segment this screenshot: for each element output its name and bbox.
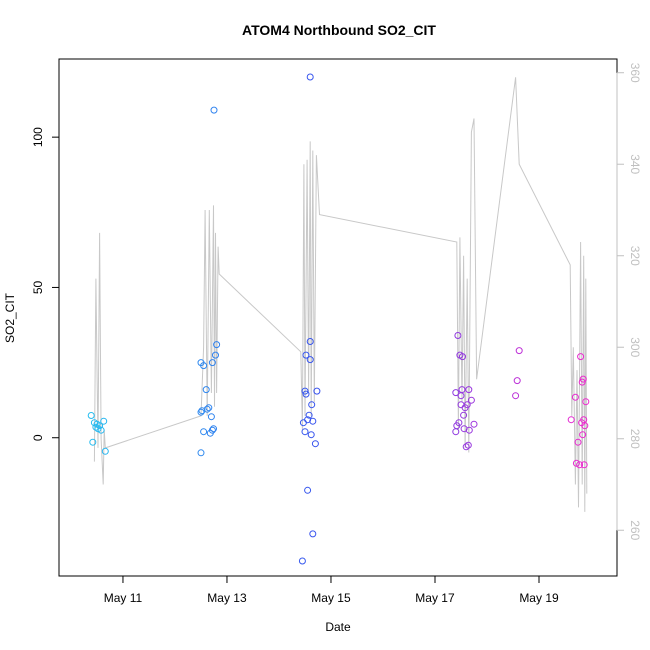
data-point [454,332,462,339]
data-point [574,438,582,446]
y2-tick-label: 260 [628,520,642,540]
data-point [311,440,319,448]
chart-title: ATOM4 Northbound SO2_CIT [242,22,436,38]
data-point [452,389,460,397]
y-tick-label: 0 [31,434,45,441]
data-point [197,449,205,457]
data-point [459,353,466,361]
data-point [302,351,310,359]
data-point [458,386,466,394]
data-point [580,461,588,469]
data-point [299,419,307,427]
data-point [309,530,317,538]
data-point [513,377,521,385]
data-point [515,347,523,355]
data-point [467,396,475,404]
data-point [197,408,205,416]
data-point [101,447,109,455]
data-point [200,362,208,370]
data-point [512,392,520,400]
data-point [208,359,216,367]
x-tick-label: May 11 [104,591,143,605]
data-point [210,425,217,433]
data-point [463,401,471,409]
data-point [305,411,313,419]
data-point [465,386,473,394]
data-point [100,417,108,425]
data-point [306,338,314,345]
data-point [208,426,216,434]
y2-tick-label: 340 [628,154,642,174]
data-point [210,106,218,114]
data-point [576,461,584,469]
x-tick-label: May 19 [519,591,559,605]
y2-tick-label: 300 [628,337,642,357]
data-point [579,375,587,383]
data-point [306,73,314,81]
data-point [92,423,100,431]
data-point [301,387,309,395]
data-point [470,420,478,428]
data-point [301,428,309,436]
y-axis-left: 0 50 100 [31,127,60,441]
data-point [578,378,586,386]
data-point [203,405,211,413]
data-point [308,401,316,409]
y-axis-label: SO2_CIT [3,292,17,343]
secondary-series-line [93,77,588,512]
data-point [465,426,473,434]
y-tick-label: 50 [31,280,45,294]
x-tick-label: May 13 [207,591,247,605]
data-point [200,428,208,436]
data-point [452,428,460,436]
x-tick-label: May 17 [415,591,455,605]
data-point [213,341,221,349]
data-point [89,438,97,446]
data-point [581,422,589,430]
data-point [309,417,317,425]
y2-tick-label: 320 [628,246,642,266]
data-point [577,353,585,361]
data-point [567,416,575,424]
plot-frame [58,58,618,577]
data-point [205,404,213,412]
data-point [582,398,590,406]
data-point [96,422,104,430]
data-point [212,351,219,359]
data-point [571,393,579,401]
data-point [304,486,312,494]
y2-tick-label: 360 [628,63,642,83]
y-axis-right: 260 280 300 320 340 360 [616,63,642,541]
data-point [455,419,463,427]
y-tick-label: 100 [31,127,45,147]
data-point [462,443,470,451]
data-point [464,441,472,449]
data-point [202,386,210,394]
data-point [302,390,310,398]
x-axis-label: Date [325,620,351,634]
data-point [572,459,580,467]
data-point [87,412,95,419]
x-axis: May 11 May 13 May 15 May 17 May 19 [104,575,559,605]
data-point [313,387,321,395]
data-point [97,426,105,434]
x-tick-label: May 15 [311,591,351,605]
data-point [298,557,306,565]
data-point [306,356,314,364]
data-point [207,413,215,421]
data-point [307,431,315,439]
y2-tick-label: 280 [628,429,642,449]
secondary-line-layer [93,77,588,512]
data-point [460,411,468,419]
points-layer [87,73,590,565]
data-point [579,431,587,439]
